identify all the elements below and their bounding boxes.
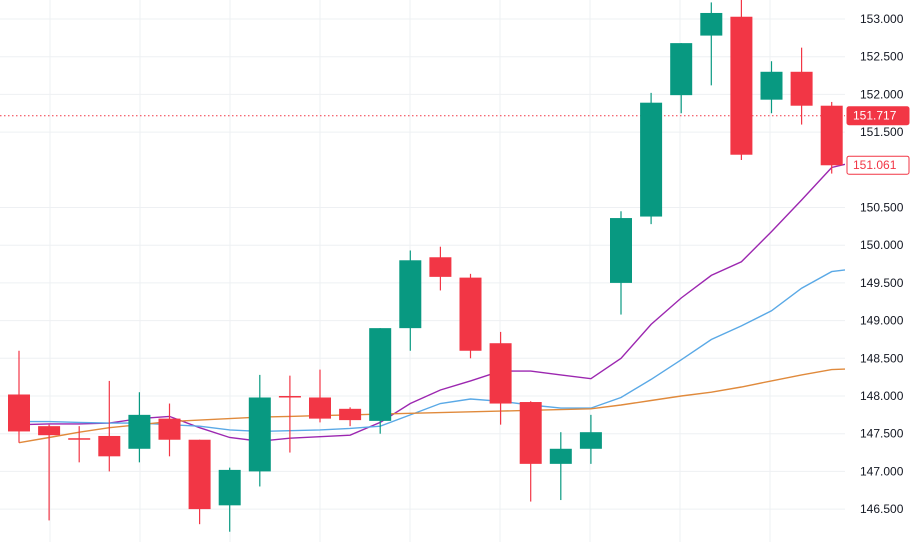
current-price-badge-box (846, 106, 910, 126)
candle-body-down (730, 16, 753, 155)
candle[interactable] (549, 432, 572, 501)
candle[interactable] (579, 414, 602, 464)
candle[interactable] (218, 467, 241, 532)
candle[interactable] (8, 350, 30, 443)
candle[interactable] (640, 92, 663, 225)
candle-body-down (8, 394, 30, 432)
candle-body-up (128, 414, 151, 449)
price-axis-background[interactable] (845, 0, 910, 542)
candle-body-down (98, 435, 121, 457)
candle-body-down (68, 438, 91, 440)
candle-body-down (429, 257, 452, 277)
candle[interactable] (68, 426, 91, 463)
candle[interactable] (790, 47, 813, 125)
candle[interactable] (399, 250, 422, 351)
price-tick-label: 152.500 (860, 50, 904, 64)
candle[interactable] (369, 328, 392, 434)
candle-body-down (309, 397, 331, 419)
candle-body-up (248, 397, 271, 472)
candle-body-down (158, 418, 181, 440)
prev-close-badge: 151.061 (846, 155, 910, 175)
price-tick-label: 146.500 (860, 502, 904, 516)
candle[interactable] (278, 375, 301, 453)
price-tick-label: 148.500 (860, 351, 904, 365)
candle[interactable] (309, 369, 331, 423)
candle-body-down (519, 402, 542, 464)
price-tick-label: 152.000 (860, 87, 904, 101)
candle[interactable] (670, 43, 693, 114)
price-tick-label: 149.000 (860, 314, 904, 328)
moving-average-line-2 (19, 269, 846, 433)
price-badges: 151.717 151.061 (846, 106, 910, 175)
price-tick-label: 149.500 (860, 276, 904, 290)
candle[interactable] (248, 374, 271, 487)
candle[interactable] (489, 331, 512, 425)
price-tick-label: 151.500 (860, 125, 904, 139)
candle[interactable] (38, 424, 61, 521)
candle-body-up (700, 12, 723, 36)
current-price-badge: 151.717 (846, 106, 910, 126)
price-tick-label: 148.000 (860, 389, 904, 403)
candle[interactable] (760, 61, 783, 114)
candle[interactable] (98, 380, 121, 472)
current-price-badge-text: 151.717 (853, 109, 897, 123)
candle[interactable] (459, 273, 482, 359)
price-tick-label: 147.000 (860, 464, 904, 478)
moving-average-line-1 (18, 163, 846, 442)
candle[interactable] (339, 407, 362, 427)
candle-body-down (459, 277, 482, 351)
candle-body-up (670, 43, 693, 96)
price-tick-label: 150.000 (860, 238, 904, 252)
candle-body-up (369, 328, 392, 421)
candle-body-down (489, 343, 512, 404)
candle[interactable] (429, 246, 452, 291)
candle-body-down (820, 105, 843, 166)
candle-body-down (278, 396, 301, 398)
candle[interactable] (128, 392, 151, 463)
price-tick-label: 147.500 (860, 427, 904, 441)
candle-body-down (188, 439, 211, 510)
price-tick-label: 150.500 (860, 201, 904, 215)
candle-body-up (610, 218, 632, 283)
price-tick-label: 153.000 (860, 12, 904, 26)
price-axis[interactable]: 153.000 152.500 152.000 151.500 150.500 150.0… (845, 0, 910, 542)
moving-average-lines (18, 163, 846, 444)
candle-body-up (218, 469, 241, 506)
candle-body-up (549, 448, 572, 464)
candle-body-up (399, 260, 422, 329)
grid-lines (0, 0, 845, 542)
candle[interactable] (700, 2, 723, 86)
candle-body-up (579, 432, 602, 449)
prev-close-badge-box (846, 155, 910, 175)
candle-body-down (38, 426, 61, 436)
candle-body-up (760, 71, 783, 100)
candle[interactable] (610, 211, 632, 315)
candles[interactable] (8, 0, 843, 532)
candle-body-down (339, 408, 362, 421)
candle[interactable] (158, 403, 181, 457)
candle[interactable] (730, 0, 753, 160)
candle-body-up (640, 102, 663, 217)
candle[interactable] (820, 101, 843, 174)
prev-close-badge-text: 151.061 (853, 158, 897, 172)
candle-body-down (790, 71, 813, 106)
candle[interactable] (188, 439, 211, 525)
candle[interactable] (519, 401, 542, 502)
